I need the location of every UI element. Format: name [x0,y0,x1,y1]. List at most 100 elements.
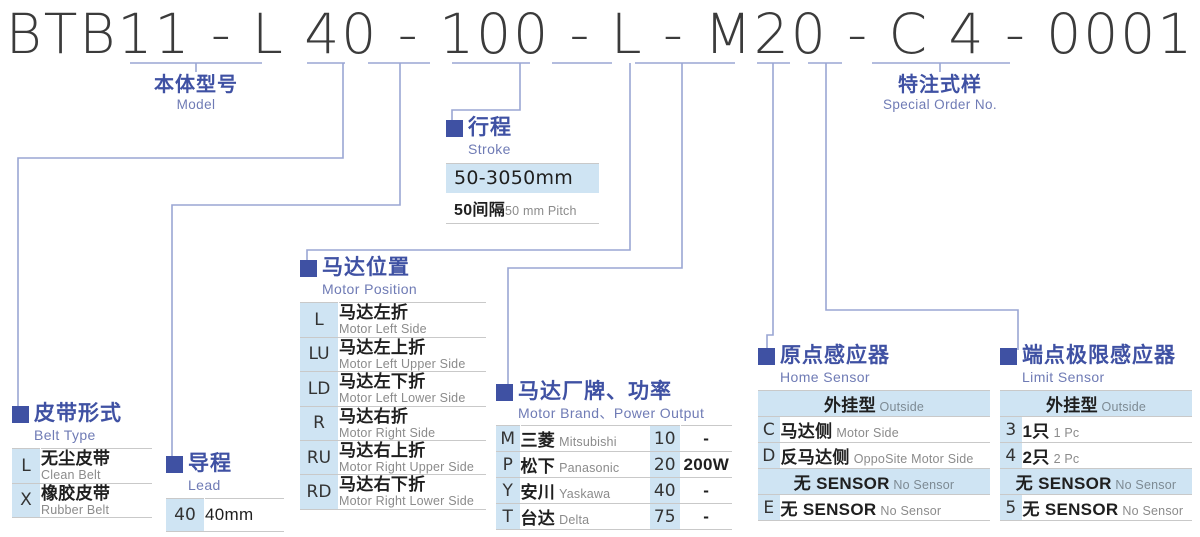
motor-power-code: 20 [650,451,681,479]
home-sensor-desc-group-header: 外挂型 Outside [758,390,990,418]
motor-position-desc-en: Motor Right Side [339,425,436,440]
bullet-square-icon [12,406,29,423]
home-sensor-desc-en: No Sensor [880,504,942,519]
callout-motor-position-title-cn: 马达位置 [322,256,410,279]
table-row[interactable]: X 橡胶皮带 Rubber Belt [12,482,152,519]
stroke-pitch-en: 50 mm Pitch [505,204,577,219]
table-row[interactable]: T 台达 Delta 75- [496,503,732,531]
motor-brand-name-en: Mitsubishi [559,435,617,450]
callout-motor-position: 马达位置 Motor Position L 马达左折 Motor Left Side… [300,256,486,510]
motor-brand-name-en: Panasonic [559,461,620,476]
motor-position-desc: 马达左下折 Motor Left Lower Side [338,371,486,407]
table-row[interactable]: L 马达左折 Motor Left Side [300,302,486,338]
motor-position-desc-en: Motor Right Lower Side [339,494,475,509]
table-group-header: 外挂型 Outside [758,390,990,418]
limit-sensor-desc-group-header: 外挂型 Outside [1000,390,1192,418]
bullet-square-icon [496,384,513,401]
table-row[interactable]: Y 安川 Yaskawa 40- [496,477,732,505]
limit-sensor-desc: 1只 1 Pc [1022,416,1192,444]
motor-position-code: RU [300,439,339,476]
stroke-pitch-row: 50间隔50 mm Pitch [446,194,599,225]
motor-power-code: 75 [650,503,681,531]
callout-stroke-title-en: Stroke [468,140,511,157]
home-sensor-desc-group-header: 无 SENSOR No Sensor [758,468,990,496]
motor-brand-name-cn: 三菱 [520,431,556,451]
bullet-square-icon [446,120,463,137]
callout-home-sensor-title-cn: 原点感应器 [780,344,890,367]
limit-sensor-code: 3 [1000,416,1023,444]
home-sensor-desc-cn: 反马达侧 [780,448,850,468]
limit-sensor-desc-group-header: 无 SENSOR No Sensor [1000,468,1192,496]
limit-sensor-desc-group-header-en: No Sensor [1111,478,1177,493]
lead-code: 40 [166,498,205,533]
table-row[interactable]: C 马达侧 Motor Side [758,416,990,444]
limit-sensor-desc: 无 SENSOR No Sensor [1022,494,1192,522]
callout-special-order: 特注式样 Special Order No. [860,74,1020,114]
table-row[interactable]: 4 2只 2 Pc [1000,442,1192,470]
callout-limit-sensor-title-cn: 端点极限感应器 [1022,344,1176,367]
callout-limit-sensor: 端点极限感应器 Limit Sensor 外挂型 Outside 3 1只 1 Pc 4… [1000,344,1192,522]
callout-model-title-en: Model [176,97,216,113]
part-number-code: BTB11 - L 40 - 100 - L - M20 - C 4 - 000… [5,2,1195,66]
belt-type-desc: 橡胶皮带 Rubber Belt [40,482,152,519]
stroke-pitch-cn: 50间隔 [454,202,505,220]
motor-position-desc-cn: 马达左上折 [339,337,426,357]
table-row[interactable]: M 三菱 Mitsubishi 10- [496,425,732,453]
table-row[interactable]: 40 40mm [166,498,284,533]
table-row[interactable]: D 反马达侧 OppoSite Motor Side [758,442,990,470]
motor-power-text: - [703,506,710,526]
motor-power-text: - [703,428,710,448]
table-row[interactable]: P 松下 Panasonic 20 200W [496,451,732,479]
motor-brand-name-en: Delta [559,513,590,528]
callout-motor-brand-title-en: Motor Brand、Power Output [518,404,705,421]
motor-brand-name-cn: 安川 [520,483,556,503]
belt-type-en: Rubber Belt [41,502,110,517]
callout-belt-type: 皮带形式 Belt Type L 无尘皮带 Clean Belt X 橡胶皮带 … [12,402,152,519]
motor-brand-name-cn: 松下 [520,457,556,477]
home-sensor-code: D [758,442,781,470]
motor-brand-name: 安川 Yaskawa [520,477,650,505]
motor-position-desc-cn: 马达左折 [339,303,409,323]
limit-sensor-desc: 2只 2 Pc [1022,442,1192,470]
callout-home-sensor-title-en: Home Sensor [780,368,870,385]
motor-power-text: - [703,480,710,500]
table-row[interactable]: R 马达右折 Motor Right Side [300,405,486,441]
motor-brand-name: 台达 Delta [520,503,650,531]
belt-type-table: L 无尘皮带 Clean Belt X 橡胶皮带 Rubber Belt [12,448,152,519]
motor-power-value: - [680,425,732,453]
callout-model: 本体型号 Model [116,74,276,114]
lead-value: 40mm [204,498,284,533]
belt-type-cn: 无尘皮带 [41,449,111,469]
motor-position-code: RD [300,474,339,510]
motor-position-desc: 马达右下折 Motor Right Lower Side [338,474,486,510]
motor-power-text: 200W [683,454,730,474]
table-row[interactable]: RD 马达右下折 Motor Right Lower Side [300,474,486,510]
home-sensor-desc-cn: 无 SENSOR [780,500,877,520]
motor-position-desc: 马达左上折 Motor Left Upper Side [338,336,486,373]
table-row[interactable]: LD 马达左下折 Motor Left Lower Side [300,371,486,407]
limit-sensor-code: 4 [1000,442,1023,470]
callout-lead-title-en: Lead [188,476,221,493]
callout-lead-title-cn: 导程 [188,452,232,475]
limit-sensor-desc-group-header-cn: 外挂型 [1045,396,1098,416]
table-row[interactable]: RU 马达右上折 Motor Right Upper Side [300,439,486,476]
home-sensor-desc-en: OppoSite Motor Side [853,452,974,467]
motor-position-desc-cn: 马达右上折 [339,440,426,460]
motor-position-desc-cn: 马达左下折 [339,372,426,392]
motor-position-code: LD [300,371,339,407]
home-sensor-desc-group-header-cn: 无 SENSOR [793,474,890,494]
table-row[interactable]: 3 1只 1 Pc [1000,416,1192,444]
belt-type-code: L [12,448,41,484]
belt-type-desc: 无尘皮带 Clean Belt [40,448,152,484]
table-row[interactable]: L 无尘皮带 Clean Belt [12,448,152,484]
table-row[interactable]: LU 马达左上折 Motor Left Upper Side [300,336,486,373]
home-sensor-desc: 无 SENSOR No Sensor [780,494,990,522]
limit-sensor-table: 外挂型 Outside 3 1只 1 Pc 4 2只 2 Pc 无 SENSOR No Sen… [1000,390,1192,522]
home-sensor-desc-en: Motor Side [836,426,899,441]
motor-power-code: 10 [650,425,681,453]
belt-type-code: X [12,482,41,519]
motor-power-value: 200W [680,451,732,479]
motor-power-value: - [680,503,732,531]
